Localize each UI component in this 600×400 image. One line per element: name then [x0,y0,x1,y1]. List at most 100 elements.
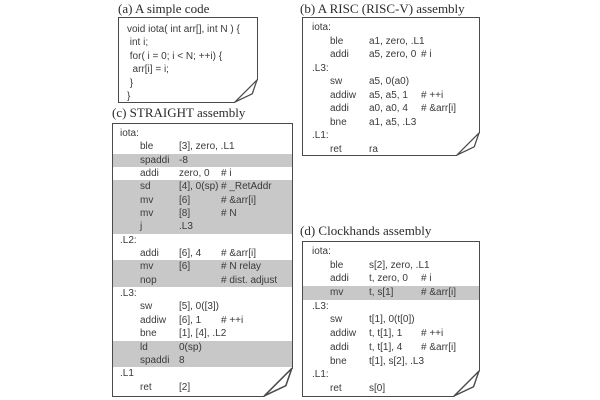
asm-mnemonic: bne [330,116,347,128]
asm-comment: # &arr[i] [421,341,457,353]
asm-operands: [4], 0(sp) [179,181,219,193]
asm-operands: t, zero, 0 [369,273,408,285]
asm-operands: ra [369,143,378,155]
asm-instruction-row: j .L3 [113,220,292,234]
panel-d-note: iota: ble s[2], zero, .L1 addi t, zero, 0 # i… [302,241,480,397]
asm-instruction-row: sw a5, 0(a0) [303,75,479,89]
asm-operands: [5], 0([3]) [179,301,220,313]
asm-label: .L2: [120,234,137,246]
asm-mnemonic: addi [330,273,349,285]
asm-label-row: .L1: [303,368,479,382]
panel-d-caption: (d) Clockhands assembly [300,223,432,238]
asm-operands: [3], zero, .L1 [179,141,235,153]
asm-label-row: iota: [113,127,292,140]
asm-comment: # _RetAddr [221,181,272,193]
asm-label: iota: [312,22,331,33]
asm-instruction-row: ret s[0] [303,382,479,396]
asm-mnemonic: addi [330,49,349,61]
asm-operands: a0, a0, 4 [369,103,408,115]
asm-mnemonic: spaddi [140,354,170,366]
asm-mnemonic: sw [140,301,153,313]
asm-instruction-row: bne t[1], s[2], .L3 [303,355,479,369]
code-line: void iota( int arr[], int N ) { [127,24,240,35]
asm-instruction-row: ble [3], zero, .L1 [113,140,292,153]
panel-a-note: void iota( int arr[], int N ) { int i; f… [118,17,258,103]
asm-comment: # i [221,168,232,180]
asm-operands: t[1], 0(t[0]) [369,314,415,326]
code-line: int i; [127,37,149,49]
asm-instruction-row: sd [4], 0(sp) # _RetAddr [113,180,292,194]
asm-label: .L1: [312,369,329,381]
asm-comment: # i [421,49,432,61]
asm-mnemonic: addi [140,168,159,180]
asm-mnemonic: ble [140,141,154,153]
asm-instruction-row: spaddi -8 [113,153,292,168]
panel-c-code: iota: ble [3], zero, .L1 spaddi -8 addi zero, … [113,124,292,394]
asm-label-row: .L3: [303,62,479,76]
code-line: } [127,77,134,89]
asm-instruction-row: addiw a5, a5, 1 # ++i [303,89,479,103]
asm-mnemonic: bne [330,355,347,367]
asm-mnemonic: ble [330,259,344,271]
asm-operands: 0(sp) [179,341,202,353]
asm-mnemonic: sw [330,76,343,88]
asm-operands: [2] [179,381,191,393]
asm-label: .L3: [312,62,329,74]
asm-instruction-row: addi t, zero, 0 # i [303,272,479,286]
asm-mnemonic: mv [330,287,344,299]
asm-label: iota: [312,246,331,257]
asm-comment: # N [221,208,237,220]
asm-mnemonic: mv [140,261,154,273]
asm-operands: a5, 0(a0) [369,76,410,88]
asm-instruction-row: ble s[2], zero, .L1 [303,259,479,273]
asm-comment: # &arr[i] [221,248,257,260]
asm-instruction-row: nop # dist. adjust [113,273,292,288]
asm-mnemonic: ret [140,381,152,393]
asm-label-row: .L3: [303,300,479,314]
asm-operands: [8] [179,208,191,220]
asm-instruction-row: addi zero, 0 # i [113,167,292,180]
asm-operands: 8 [179,354,185,366]
asm-operands: [1], [4], .L2 [179,328,227,340]
asm-operands: a1, zero, .L1 [369,35,425,47]
asm-instruction-row: addi a5, zero, 0 # i [303,48,479,62]
asm-instruction-row: addi [6], 4 # &arr[i] [113,247,292,260]
code-line: arr[i] = i; [127,64,169,76]
asm-operands: t[1], s[2], .L3 [369,355,425,367]
asm-operands: s[2], zero, .L1 [369,259,430,271]
asm-instruction-row: addi t, t[1], 4 # &arr[i] [303,341,479,355]
asm-label: iota: [120,128,139,139]
asm-instruction-row: mv [6] # N relay [113,260,292,274]
asm-comment: # dist. adjust [221,274,278,286]
asm-operands: [6], 4 [179,248,202,260]
asm-mnemonic: addiw [330,89,357,101]
asm-mnemonic: sd [140,181,151,193]
asm-instruction-row: ret ra [303,143,479,157]
asm-comment: # ++i [421,89,444,101]
asm-mnemonic: mv [140,194,154,206]
asm-mnemonic: ld [140,341,148,353]
asm-operands: .L3 [179,221,193,233]
asm-mnemonic: spaddi [140,154,170,166]
asm-label: .L3: [312,300,329,312]
asm-mnemonic: bne [140,328,157,340]
asm-instruction-row: addi a0, a0, 4 # &arr[i] [303,102,479,116]
asm-comment: # &arr[i] [421,103,457,115]
panel-b-caption: (b) A RISC (RISC-V) assembly [300,1,465,16]
asm-comment: # N relay [221,261,262,273]
asm-operands: t, t[1], 1 [369,328,403,340]
asm-label-row: .L2: [113,234,292,247]
panel-b-note: iota: ble a1, zero, .L1 addi a5, zero, 0 # i.… [302,17,480,156]
asm-operands: t, t[1], 4 [369,341,403,353]
code-line: for( i = 0; i < N; ++i) { [127,50,223,62]
panel-a-code: void iota( int arr[], int N ) { int i; f… [119,18,257,103]
panel-c-caption: (c) STRAIGHT assembly [112,105,246,120]
asm-operands: [6], 1 [179,314,202,326]
asm-operands: s[0] [369,382,386,394]
asm-operands: a5, a5, 1 [369,89,408,101]
asm-operands: [6] [179,261,191,273]
asm-instruction-row: addiw t, t[1], 1 # ++i [303,327,479,341]
asm-mnemonic: addiw [330,328,357,340]
asm-instruction-row: bne a1, a5, .L3 [303,116,479,130]
